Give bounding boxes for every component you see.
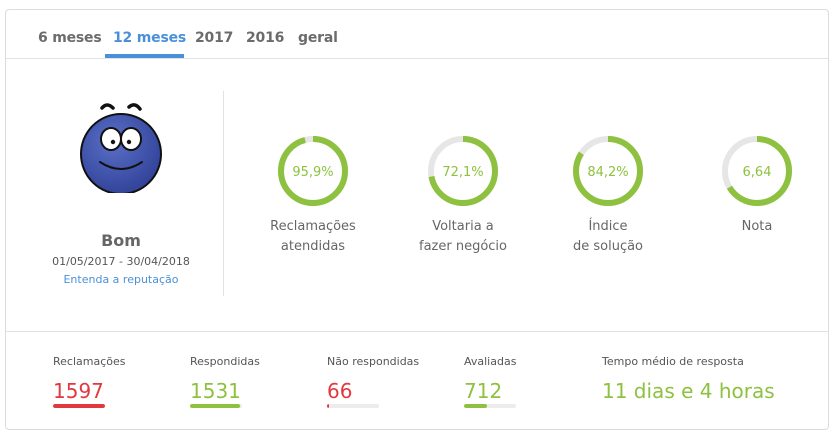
tab-2017[interactable]: 2017 (195, 30, 234, 46)
metric-label: Nota (741, 219, 773, 234)
reputation-info-link[interactable]: Entenda a reputação (63, 273, 179, 286)
progress-ring: 84,2% (573, 136, 643, 206)
stat-reclamacoes: Reclamações 1597 (53, 355, 133, 408)
stat-label: Respondidas (190, 355, 260, 368)
stat-label: Não respondidas (327, 355, 420, 368)
metric-label: fazer negócio (419, 239, 507, 254)
stat-tempo-medio-de-resposta: Tempo médio de resposta 11 dias e 4 hora… (602, 355, 812, 402)
tab-geral[interactable]: geral (298, 30, 338, 46)
metric-label: Reclamações (270, 219, 356, 234)
metric-value: 6,64 (743, 165, 772, 180)
stat-value: 712 (464, 379, 503, 403)
metric-label: de solução (572, 239, 644, 254)
vertical-divider (223, 91, 224, 296)
stat-bar (53, 404, 105, 408)
stat-bar (327, 404, 379, 408)
stat-respondidas: Respondidas 1531 (190, 355, 290, 408)
period-tabs: 6 meses 12 meses 2017 2016 geral (6, 10, 828, 59)
metric-label: Índice (588, 219, 628, 234)
stat-value: 1597 (53, 379, 104, 403)
progress-ring: 6,64 (722, 136, 792, 206)
stat-value: 66 (327, 379, 353, 403)
metric-reclamacoes-atendidas: 95,9% Reclamações atendidas (238, 135, 388, 257)
reputation-period: 01/05/2017 - 30/04/2018 (52, 255, 190, 268)
metric-voltaria-a-fazer-negocio: 72,1% Voltaria a fazer negócio (388, 135, 538, 257)
reputation-title: Bom (101, 231, 141, 250)
metric-label: Voltaria a (432, 219, 494, 234)
tab-12-meses[interactable]: 12 meses (113, 30, 187, 46)
active-tab-indicator (105, 54, 184, 58)
stat-bar (190, 404, 242, 408)
smiley-face-icon (80, 103, 162, 193)
metric-value: 95,9% (292, 165, 333, 180)
tab-6-meses[interactable]: 6 meses (38, 30, 102, 46)
stat-label: Tempo médio de resposta (602, 355, 744, 368)
stat-value: 11 dias e 4 horas (602, 379, 775, 403)
stat-value: 1531 (190, 379, 241, 403)
progress-ring: 72,1% (428, 136, 498, 206)
metric-indice-de-solucao: 84,2% Índice de solução (533, 135, 683, 257)
tab-2016[interactable]: 2016 (246, 30, 285, 46)
stat-label: Avaliadas (464, 355, 517, 368)
progress-ring: 95,9% (278, 136, 348, 206)
stat-avaliadas: Avaliadas 712 (464, 355, 564, 408)
metric-value: 84,2% (587, 165, 628, 180)
stat-bar (464, 404, 516, 408)
metric-value: 72,1% (442, 165, 483, 180)
metric-label: atendidas (280, 239, 346, 254)
metric-nota: 6,64 Nota (682, 135, 832, 237)
reputation-card: 6 meses 12 meses 2017 2016 geral (5, 9, 829, 430)
stat-nao-respondidas: Não respondidas 66 (327, 355, 437, 408)
stat-label: Reclamações (53, 355, 126, 368)
stats-row: Reclamações 1597 Respondidas 1531 Não re… (6, 333, 828, 431)
reputation-summary: Bom 01/05/2017 - 30/04/2018 Entenda a re… (6, 60, 828, 332)
reputation-block: Bom 01/05/2017 - 30/04/2018 Entenda a re… (36, 98, 206, 286)
